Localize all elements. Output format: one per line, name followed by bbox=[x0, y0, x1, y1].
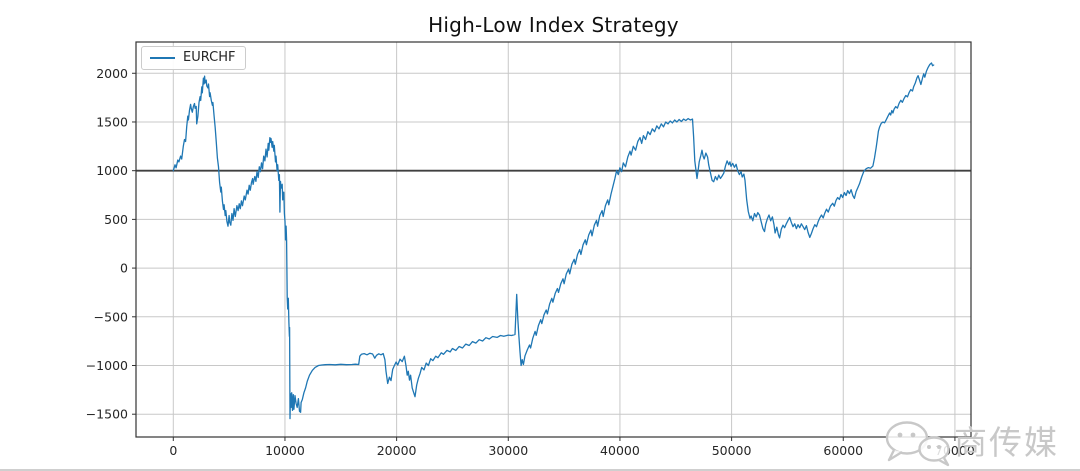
plot-border bbox=[135, 41, 972, 438]
legend-line-sample bbox=[150, 56, 175, 59]
x-tick-label: 60000 bbox=[823, 443, 863, 458]
y-tick-label: 1000 bbox=[96, 163, 128, 178]
watermark-text: 商传媒 bbox=[954, 423, 1059, 462]
x-tick-label: 10000 bbox=[265, 443, 305, 458]
legend: EURCHF bbox=[141, 46, 247, 70]
y-tick-label: −1500 bbox=[86, 407, 128, 422]
image-bottom-edge bbox=[0, 469, 1080, 471]
x-tick-label: 20000 bbox=[377, 443, 417, 458]
chart-title: High-Low Index Strategy bbox=[428, 13, 679, 37]
watermark: 商传媒 bbox=[882, 419, 1059, 467]
x-tick-label: 0 bbox=[169, 443, 177, 458]
x-tick-label: 50000 bbox=[712, 443, 752, 458]
y-tick-label: 0 bbox=[120, 261, 128, 276]
y-tick-label: 2000 bbox=[96, 66, 128, 81]
y-tick-label: 1500 bbox=[96, 114, 128, 129]
wechat-icon bbox=[885, 421, 950, 467]
x-tick-label: 30000 bbox=[488, 443, 528, 458]
y-tick-label: 500 bbox=[104, 212, 128, 227]
y-tick-label: −1000 bbox=[86, 358, 128, 373]
series-line-eurchf bbox=[172, 62, 935, 420]
legend-label: EURCHF bbox=[183, 50, 236, 65]
x-tick-label: 40000 bbox=[600, 443, 640, 458]
y-tick-label: −500 bbox=[94, 309, 128, 324]
